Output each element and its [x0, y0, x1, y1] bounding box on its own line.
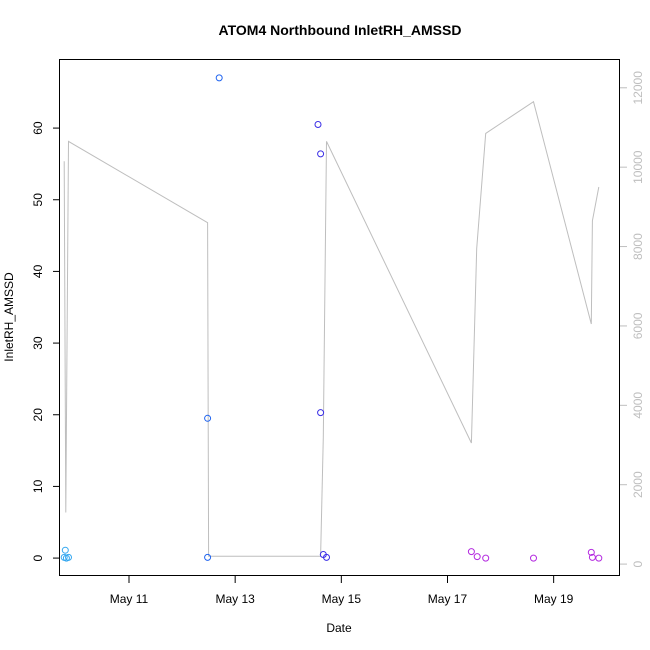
x-axis-label: Date: [326, 621, 352, 635]
data-point: [204, 553, 212, 561]
data-point: [317, 409, 325, 417]
secondary-series-line: [63, 100, 600, 557]
data-point: [61, 546, 69, 554]
data-point: [65, 553, 72, 561]
y2-tick-label: 4000: [631, 392, 645, 419]
data-point: [595, 554, 603, 562]
y-tick-label: 60: [31, 121, 45, 135]
x-tick-label: May 11: [110, 592, 149, 606]
y-tick-label: 40: [31, 264, 45, 278]
y2-axis: 0 2000 4000 6000 8000 10000 12000: [620, 71, 645, 567]
y-tick-label: 50: [31, 193, 45, 207]
data-point: [467, 548, 475, 556]
y-tick-label: 10: [31, 479, 45, 493]
data-point: [587, 548, 595, 556]
plot-area: [59, 59, 620, 576]
y-tick-label: 0: [31, 554, 45, 561]
y2-tick-label: 6000: [631, 312, 645, 339]
x-axis: May 11 May 13 May 15 May 17 May 19: [110, 576, 574, 606]
x-tick-label: May 19: [534, 592, 574, 606]
data-point: [530, 554, 537, 562]
y2-tick-label: 0: [631, 560, 645, 567]
data-point: [314, 121, 322, 128]
y2-tick-label: 2000: [631, 471, 645, 498]
y-axis: 0 10 20 30 40 50 60: [31, 121, 60, 561]
data-point: [473, 553, 481, 561]
x-tick-label: May 17: [428, 592, 468, 606]
chart-title: ATOM4 Northbound InletRH_AMSSD: [219, 22, 462, 38]
data-point: [215, 74, 223, 82]
data-point: [323, 553, 330, 561]
data-point: [482, 554, 490, 562]
data-point: [317, 150, 325, 158]
secondary-series: [63, 100, 600, 557]
y2-tick-label: 8000: [631, 233, 645, 260]
y-tick-label: 30: [31, 336, 45, 350]
y2-tick-label: 10000: [631, 150, 645, 184]
data-points: [60, 74, 603, 562]
y2-tick-label: 12000: [631, 71, 645, 105]
data-point: [204, 414, 212, 422]
x-tick-label: May 13: [215, 592, 255, 606]
y-tick-label: 20: [31, 408, 45, 422]
x-tick-label: May 15: [322, 592, 362, 606]
y-axis-label: InletRH_AMSSD: [2, 272, 16, 362]
